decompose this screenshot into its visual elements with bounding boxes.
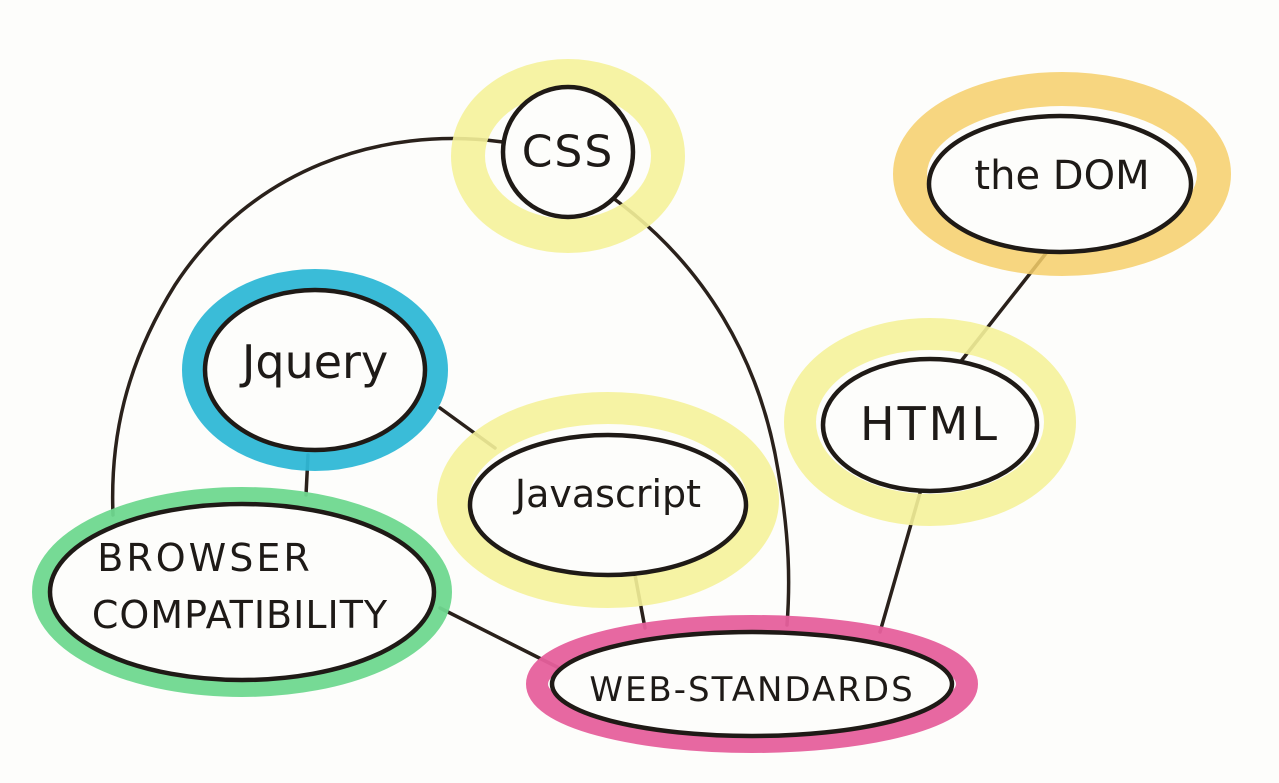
html-highlight [784, 318, 1076, 526]
css-label: CSS [522, 127, 615, 178]
css-outline [500, 84, 636, 220]
browser-label-line2: COMPATIBILITY [92, 593, 388, 637]
browser-outline [47, 501, 437, 683]
web-standards-highlight [526, 615, 978, 753]
jquery-label: Jquery [239, 335, 388, 389]
node-javascript: Javascript [437, 392, 779, 608]
node-browser-compatibility: BROWSER COMPATIBILITY [32, 487, 452, 697]
node-dom: the DOM [893, 72, 1231, 276]
javascript-outline [467, 432, 749, 578]
javascript-label: Javascript [513, 472, 701, 516]
web-standards-outline [549, 629, 955, 739]
web-standards-label: WEB-STANDARDS [589, 670, 914, 710]
browser-highlight [32, 487, 452, 697]
node-web-standards: WEB-STANDARDS [526, 615, 978, 753]
edge-css-web-standards [611, 196, 791, 627]
dom-highlight [893, 72, 1231, 276]
html-outline [820, 356, 1040, 494]
jquery-highlight [182, 269, 448, 471]
edge-css-browser [110, 136, 505, 517]
html-label: HTML [860, 397, 1000, 451]
dom-label: the DOM [974, 153, 1149, 199]
dom-outline [926, 113, 1194, 255]
node-jquery: Jquery [182, 269, 448, 471]
css-highlight [451, 59, 685, 253]
jquery-outline [202, 287, 428, 453]
javascript-highlight [437, 392, 779, 608]
node-html: HTML [784, 318, 1076, 526]
browser-label-line1: BROWSER [97, 536, 313, 580]
node-css: CSS [451, 59, 685, 253]
